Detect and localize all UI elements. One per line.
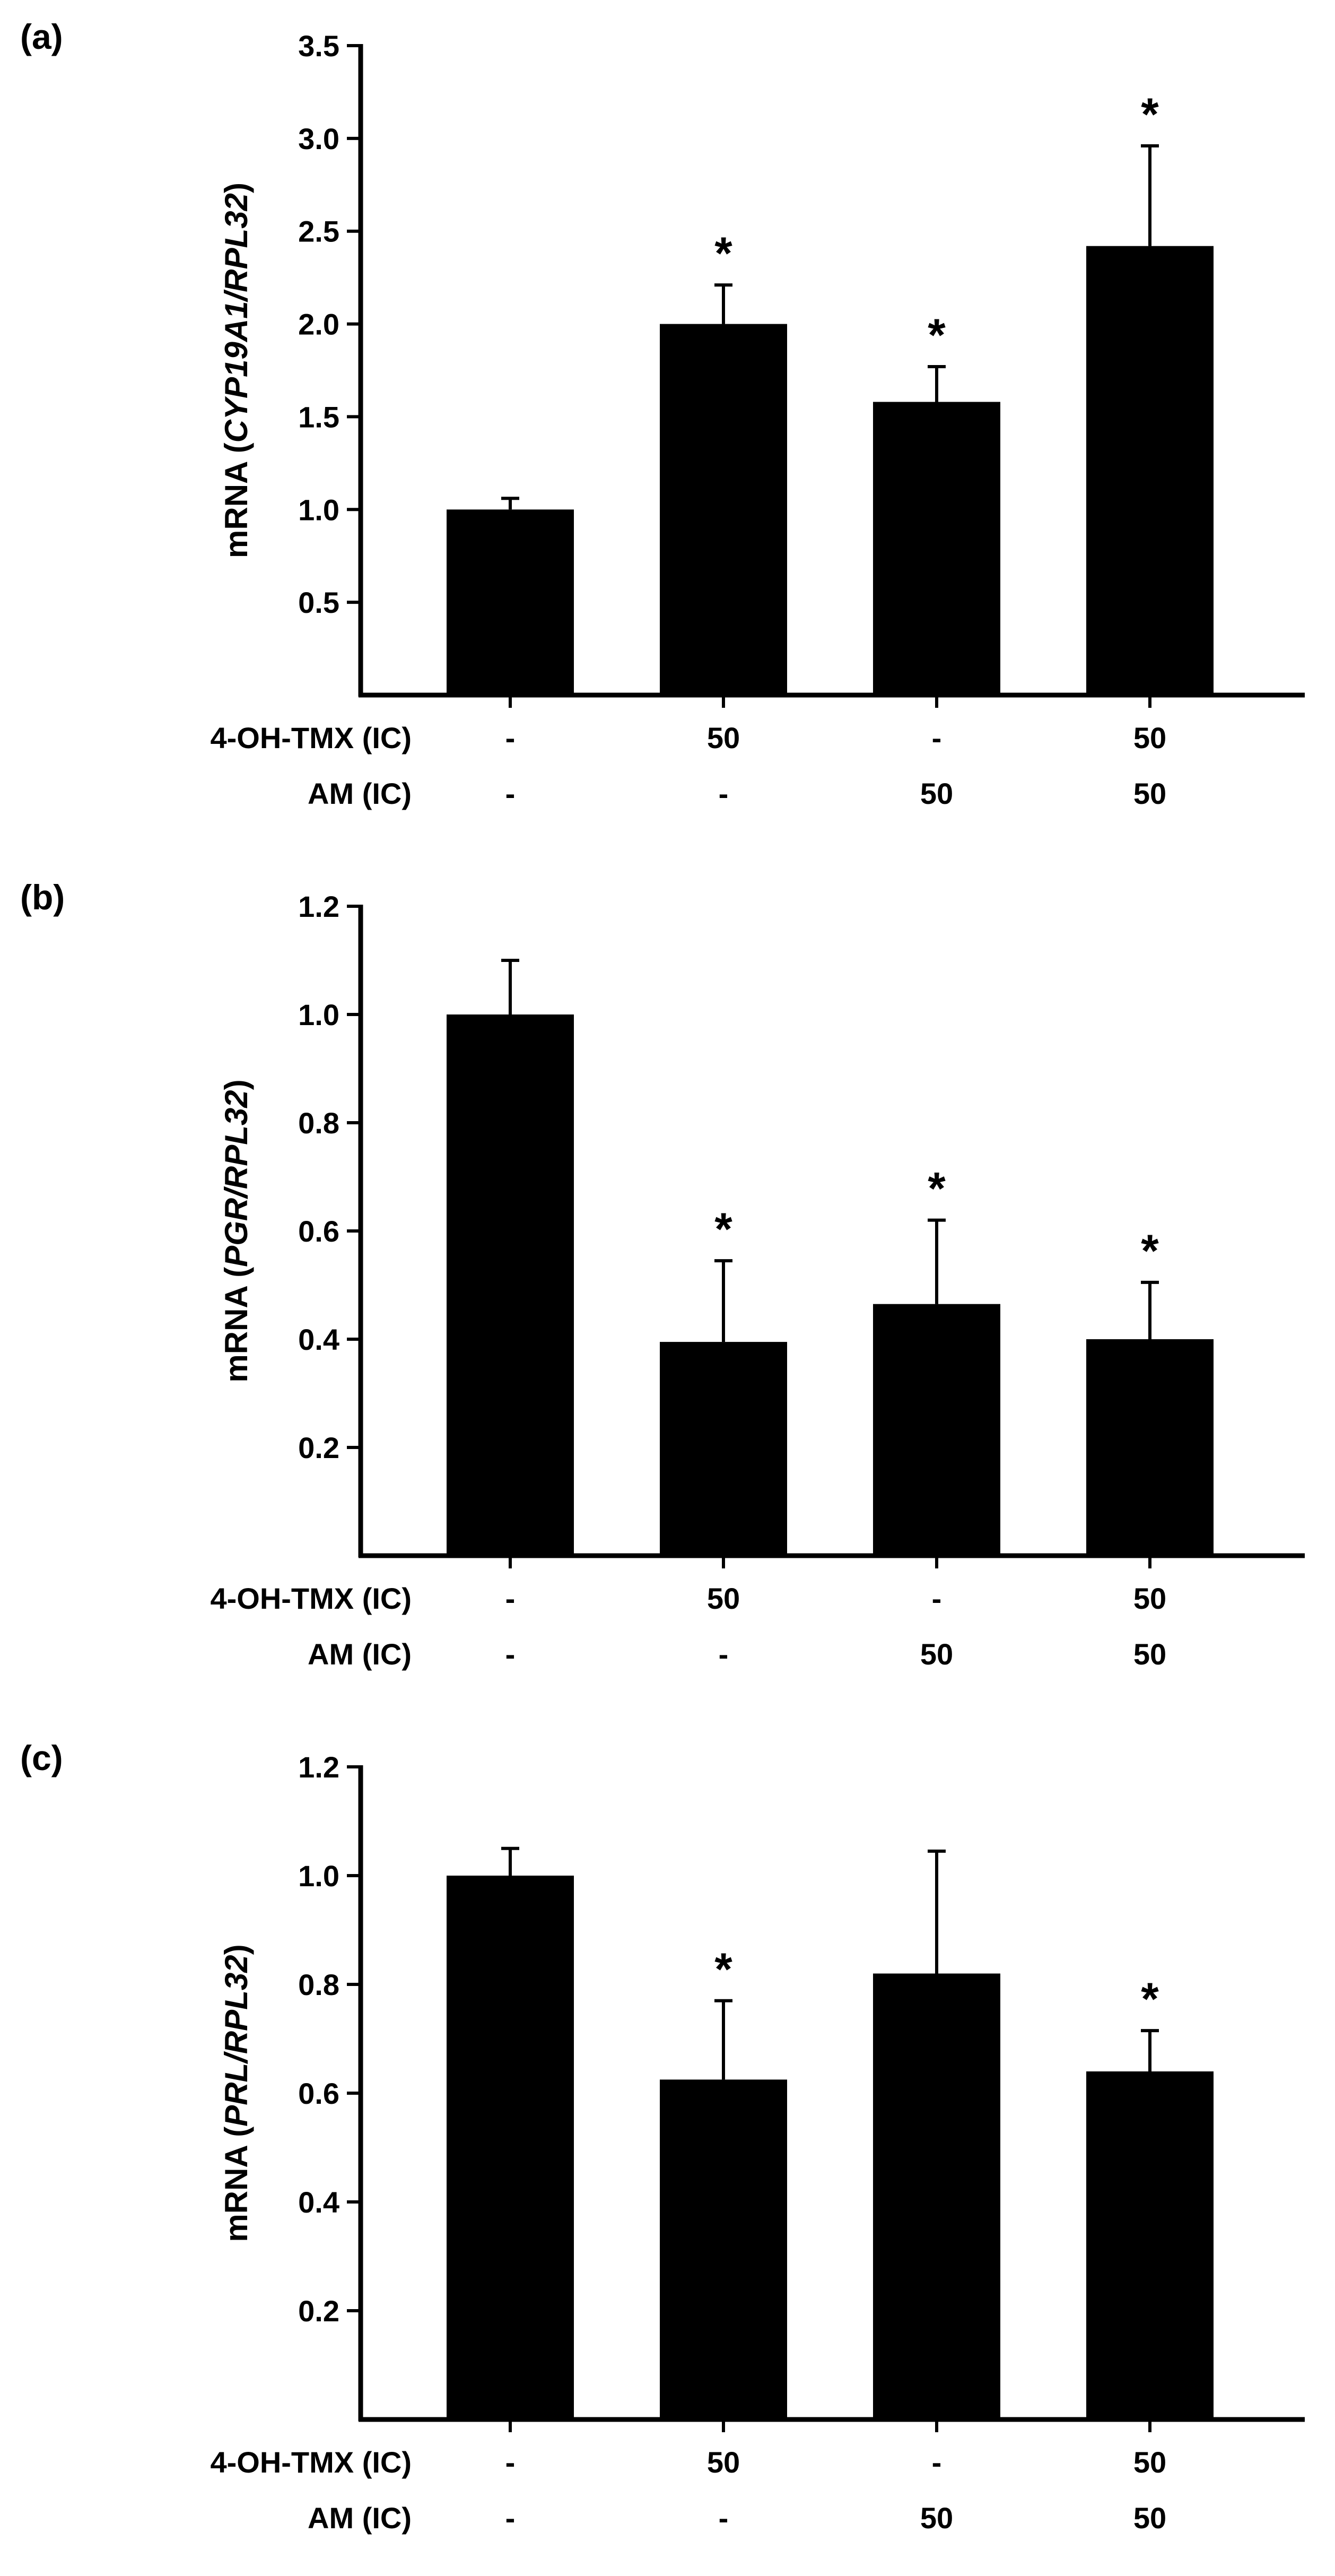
bar — [873, 1304, 1000, 1556]
bar — [660, 1342, 787, 1556]
bar — [447, 509, 574, 695]
significance-marker: * — [1141, 1226, 1159, 1277]
y-tick-label: 0.5 — [298, 586, 339, 619]
y-axis-label-prefix: mRNA ( — [219, 1267, 254, 1383]
treatment-value: 50 — [1133, 1582, 1166, 1615]
treatment-value: 50 — [920, 2501, 953, 2535]
treatment-value: 50 — [1133, 1637, 1166, 1671]
treatment-row-label: 4-OH-TMX (IC) — [210, 721, 412, 754]
bar — [873, 402, 1000, 695]
significance-marker: * — [714, 228, 732, 279]
bar — [1086, 246, 1214, 696]
bar — [1086, 1339, 1214, 1556]
panel-label: (c) — [20, 1738, 63, 1777]
y-tick-label: 3.0 — [298, 122, 339, 155]
treatment-value: 50 — [1133, 777, 1166, 810]
y-tick-label: 0.6 — [298, 1215, 339, 1248]
treatment-value: - — [719, 777, 729, 810]
treatment-value: 50 — [920, 777, 953, 810]
bar — [447, 1876, 574, 2419]
y-tick-label: 0.8 — [298, 1968, 339, 2001]
y-axis-label-prefix: mRNA ( — [219, 2127, 254, 2242]
y-tick-label: 0.8 — [298, 1106, 339, 1140]
significance-marker: * — [1141, 1974, 1159, 2025]
y-axis-label: mRNA (PGR/RPL32) — [219, 1079, 254, 1382]
y-axis-label-suffix: ) — [219, 183, 254, 193]
y-axis-label-prefix: mRNA ( — [219, 443, 254, 558]
y-tick-label: 2.0 — [298, 308, 339, 341]
treatment-row-label: 4-OH-TMX (IC) — [210, 2445, 412, 2479]
treatment-value: 50 — [1133, 721, 1166, 754]
bar — [447, 1014, 574, 1556]
treatment-value: - — [719, 1637, 729, 1671]
bar — [660, 324, 787, 695]
significance-marker: * — [714, 1204, 732, 1255]
treatment-value: 50 — [707, 1582, 740, 1615]
y-tick-label: 1.2 — [298, 1750, 339, 1784]
treatment-row-label: AM (IC) — [308, 777, 412, 810]
y-tick-label: 0.4 — [298, 2185, 339, 2219]
treatment-value: 50 — [1133, 2501, 1166, 2535]
treatment-row-label: 4-OH-TMX (IC) — [210, 1582, 412, 1615]
treatment-value: - — [932, 2445, 942, 2479]
significance-marker: * — [1141, 89, 1159, 140]
y-tick-label: 3.5 — [298, 29, 339, 63]
y-axis-label: mRNA (PRL/RPL32) — [219, 1944, 254, 2242]
treatment-value: 50 — [707, 2445, 740, 2479]
y-tick-label: 1.5 — [298, 400, 339, 433]
y-tick-label: 1.0 — [298, 998, 339, 1031]
y-axis-label: mRNA (CYP19A1/RPL32) — [219, 183, 254, 558]
treatment-value: - — [505, 777, 516, 810]
y-tick-label: 1.0 — [298, 1859, 339, 1893]
treatment-value: 50 — [1133, 2445, 1166, 2479]
bar — [1086, 2071, 1214, 2419]
significance-marker: * — [928, 310, 946, 361]
treatment-value: - — [505, 1637, 516, 1671]
y-tick-label: 0.2 — [298, 2294, 339, 2328]
treatment-value: - — [932, 721, 942, 754]
bar — [873, 1973, 1000, 2419]
y-axis-label-suffix: ) — [219, 1944, 254, 1955]
treatment-row-label: AM (IC) — [308, 2501, 412, 2535]
y-axis-label-gene: PRL/RPL32 — [219, 1955, 254, 2126]
y-tick-label: 0.2 — [298, 1431, 339, 1464]
y-tick-label: 0.4 — [298, 1323, 339, 1356]
y-axis-label-gene: PGR/RPL32 — [219, 1090, 254, 1267]
y-tick-label: 1.0 — [298, 493, 339, 526]
y-tick-label: 2.5 — [298, 215, 339, 248]
treatment-value: - — [505, 721, 516, 754]
y-axis-label-gene: CYP19A1/RPL32 — [219, 193, 254, 443]
treatment-value: 50 — [707, 721, 740, 754]
treatment-value: - — [719, 2501, 729, 2535]
y-tick-label: 0.6 — [298, 2077, 339, 2110]
significance-marker: * — [714, 1944, 732, 1995]
treatment-value: - — [932, 1582, 942, 1615]
treatment-row-label: AM (IC) — [308, 1637, 412, 1671]
treatment-value: 50 — [920, 1637, 953, 1671]
treatment-value: - — [505, 2445, 516, 2479]
panel-label: (a) — [20, 17, 63, 56]
bar — [660, 2079, 787, 2419]
significance-marker: * — [928, 1164, 946, 1215]
y-axis-label-suffix: ) — [219, 1079, 254, 1090]
y-tick-label: 1.2 — [298, 890, 339, 923]
treatment-value: - — [505, 1582, 516, 1615]
panel-label: (b) — [20, 878, 65, 917]
treatment-value: - — [505, 2501, 516, 2535]
